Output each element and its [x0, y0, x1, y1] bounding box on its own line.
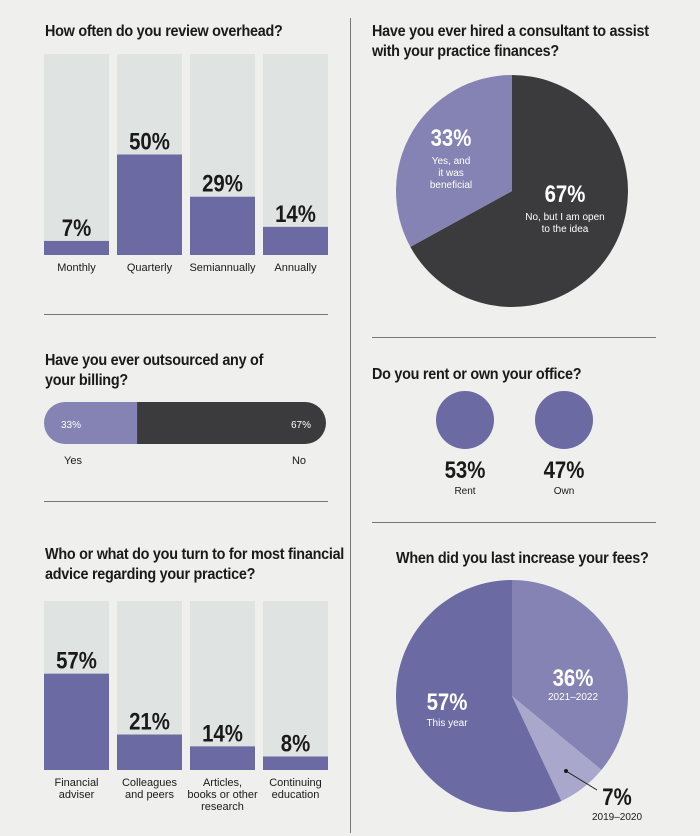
divider-right-1: [372, 337, 656, 338]
overhead-bar: [44, 240, 109, 255]
advice-value-label: 57%: [56, 647, 97, 674]
billing-value-label: 33%: [61, 420, 81, 431]
advice-bar: [117, 734, 182, 770]
advice-category-label: Articles, books or other research: [187, 777, 258, 813]
billing-segment: [44, 402, 138, 444]
overhead-category-label: Quarterly: [127, 262, 173, 274]
advice-category-label: Financial adviser: [54, 777, 98, 801]
rent-own-circle: [535, 391, 593, 449]
consultant-slice: [395, 75, 512, 247]
overhead-value-label: 29%: [202, 170, 243, 197]
overhead-value-label: 14%: [275, 200, 316, 227]
advice-bar: [190, 746, 255, 770]
overhead-category-label: Semiannually: [189, 262, 256, 274]
overhead-bar: [263, 226, 328, 255]
billing-category-label: No: [292, 455, 306, 467]
fees-value-label: 7%: [602, 783, 632, 810]
fees-slice-label: 2021–2022: [548, 692, 598, 703]
billing-value-label: 67%: [291, 420, 311, 431]
advice-category-label: Continuing education: [269, 777, 322, 801]
rent-own-category-label: Own: [554, 486, 575, 497]
rent-own-value-label: 47%: [544, 456, 585, 483]
fees-slice: [512, 580, 628, 770]
overhead-track: [263, 54, 328, 255]
title-rent-own: Do you rent or own your office?: [372, 366, 582, 383]
overhead-value-label: 50%: [129, 128, 170, 155]
overhead-category-label: Monthly: [57, 262, 96, 274]
overhead-value-label: 7%: [62, 214, 92, 241]
overhead-bar: [117, 154, 182, 255]
fees-slice-label: 2019–2020: [592, 812, 642, 823]
consultant-value-label: 67%: [545, 180, 586, 207]
rent-own-value-label: 53%: [445, 456, 486, 483]
fees-value-label: 36%: [553, 664, 594, 691]
divider-left-2: [44, 501, 328, 502]
advice-bar: [263, 756, 328, 770]
title-outsourced-billing: Have you ever outsourced any of your bil…: [45, 352, 264, 389]
title-review-overhead: How often do you review overhead?: [45, 23, 283, 40]
fees-slice: [395, 580, 562, 812]
advice-category-label: Colleagues and peers: [122, 777, 178, 801]
billing-category-label: Yes: [64, 455, 82, 467]
advice-value-label: 14%: [202, 720, 243, 747]
fees-leader-line: [565, 770, 598, 791]
consultant-slice-label: No, but I am open to the idea: [525, 212, 605, 235]
divider-left-1: [44, 314, 328, 315]
billing-segment: [137, 402, 326, 444]
center-divider: [350, 18, 351, 833]
fees-slice-label: This year: [426, 718, 468, 729]
title-fee-increase: When did you last increase your fees?: [396, 550, 649, 567]
overhead-bar: [190, 196, 255, 255]
overhead-track: [44, 54, 109, 255]
advice-track: [190, 601, 255, 770]
fees-slice: [512, 696, 602, 801]
advice-value-label: 8%: [281, 730, 311, 757]
fees-value-label: 57%: [427, 688, 468, 715]
divider-right-2: [372, 522, 656, 523]
advice-value-label: 21%: [129, 708, 170, 735]
billing-stacked-bar: [44, 402, 326, 444]
advice-bar: [44, 673, 109, 770]
rent-own-category-label: Rent: [454, 486, 475, 497]
title-financial-advice: Who or what do you turn to for most fina…: [45, 546, 345, 583]
advice-track: [263, 601, 328, 770]
consultant-slice: [410, 75, 628, 307]
consultant-value-label: 33%: [431, 124, 472, 151]
rent-own-circle: [436, 391, 494, 449]
title-consultant: Have you ever hired a consultant to assi…: [372, 23, 649, 60]
consultant-slice-label: Yes, and it was beneficial: [430, 156, 472, 191]
overhead-category-label: Annually: [274, 262, 317, 274]
